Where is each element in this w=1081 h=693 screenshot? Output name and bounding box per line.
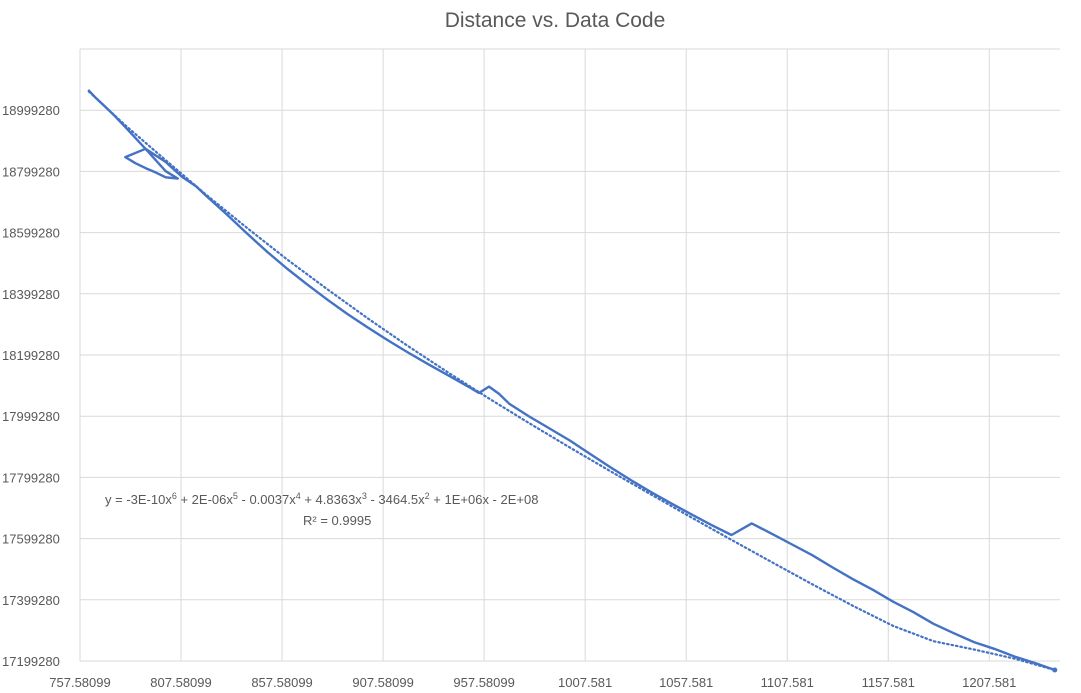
x-tick-label: 857.58099 (251, 675, 312, 690)
x-tick-label: 757.58099 (49, 675, 110, 690)
y-tick-label: 17399280 (2, 593, 60, 608)
x-tick-label: 1207.581 (962, 675, 1016, 690)
trendline-equation: y = -3E-10x6 + 2E-06x5 - 0.0037x4 + 4.83… (105, 491, 538, 528)
vertical-gridlines (79, 49, 990, 661)
y-tick-label: 18999280 (2, 103, 60, 118)
trendline-equation-text: y = -3E-10x6 + 2E-06x5 - 0.0037x4 + 4.83… (105, 491, 538, 507)
x-axis-tick-labels: 757.58099 807.58099 857.58099 907.58099 957.… (49, 675, 1016, 690)
r-squared-text: R² = 0.9995 (303, 513, 371, 528)
series-layer (87, 89, 1058, 673)
y-tick-label: 17599280 (2, 532, 60, 547)
x-tick-label: 1007.581 (558, 675, 612, 690)
y-tick-label: 17799280 (2, 470, 60, 485)
x-tick-label: 907.58099 (352, 675, 413, 690)
x-tick-label: 807.58099 (150, 675, 211, 690)
x-tick-label: 1057.581 (659, 675, 713, 690)
y-tick-label: 18599280 (2, 226, 60, 241)
y-axis-tick-labels: 17199280 17399280 17599280 17799280 17999280… (2, 103, 60, 669)
horizontal-gridlines (80, 48, 1060, 662)
trendline-series (87, 90, 1056, 672)
data-series-line (87, 89, 1057, 672)
chart-title: Distance vs. Data Code (444, 9, 666, 32)
x-tick-label: 1157.581 (862, 675, 915, 690)
y-tick-label: 18399280 (2, 287, 60, 302)
y-tick-label: 17999280 (2, 409, 60, 424)
x-tick-label: 957.58099 (453, 675, 514, 690)
y-tick-label: 17199280 (2, 654, 60, 669)
y-tick-label: 18199280 (2, 348, 60, 363)
x-tick-label: 1107.581 (761, 675, 814, 690)
y-tick-label: 18799280 (2, 164, 60, 179)
